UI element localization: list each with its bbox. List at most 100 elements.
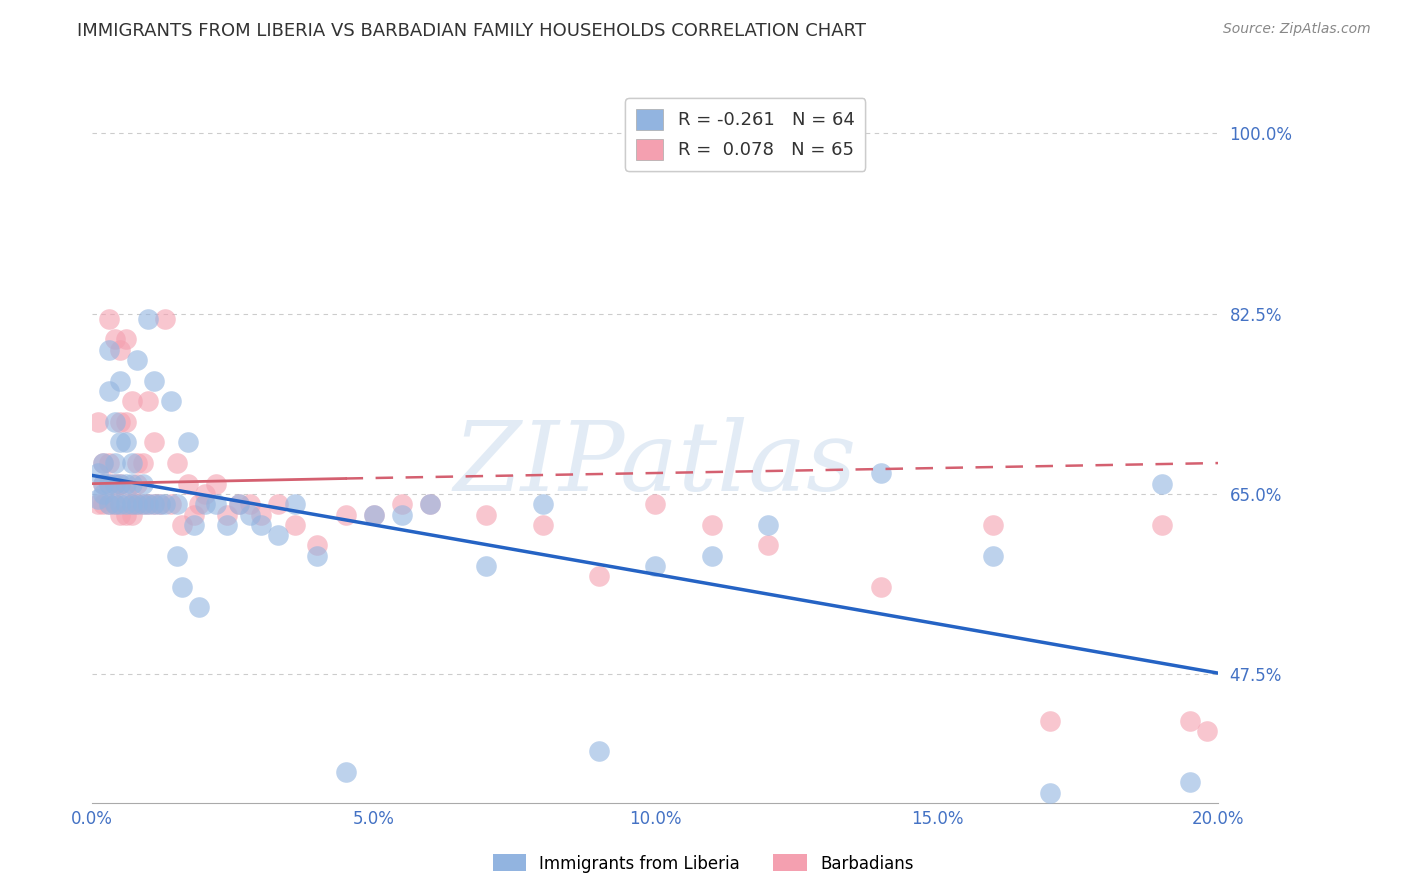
Point bbox=[205, 476, 228, 491]
Point bbox=[132, 497, 155, 511]
Point bbox=[172, 517, 194, 532]
Point bbox=[110, 476, 132, 491]
Point bbox=[98, 456, 121, 470]
Point bbox=[869, 467, 891, 481]
Point bbox=[149, 497, 172, 511]
Point bbox=[115, 435, 138, 450]
Point bbox=[127, 353, 149, 368]
Point bbox=[160, 497, 183, 511]
Point bbox=[177, 476, 200, 491]
Point bbox=[110, 415, 132, 429]
Point bbox=[104, 497, 127, 511]
Point bbox=[419, 497, 441, 511]
Point bbox=[177, 435, 200, 450]
Point bbox=[127, 497, 149, 511]
Point bbox=[138, 394, 160, 409]
Point bbox=[419, 497, 441, 511]
Point bbox=[217, 517, 239, 532]
Point bbox=[194, 487, 217, 501]
Point bbox=[98, 476, 121, 491]
Point bbox=[284, 497, 307, 511]
Point bbox=[1152, 476, 1174, 491]
Point bbox=[183, 517, 205, 532]
Point bbox=[228, 497, 250, 511]
Point bbox=[98, 476, 121, 491]
Point bbox=[87, 497, 110, 511]
Point bbox=[267, 528, 290, 542]
Point bbox=[981, 517, 1004, 532]
Point bbox=[121, 456, 143, 470]
Point bbox=[93, 476, 115, 491]
Point bbox=[307, 549, 329, 563]
Point bbox=[307, 539, 329, 553]
Point bbox=[104, 497, 127, 511]
Point bbox=[143, 497, 166, 511]
Point bbox=[98, 311, 121, 326]
Point bbox=[475, 559, 498, 574]
Point bbox=[756, 539, 779, 553]
Point bbox=[127, 456, 149, 470]
Point bbox=[228, 497, 250, 511]
Point bbox=[121, 508, 143, 522]
Point bbox=[267, 497, 290, 511]
Point bbox=[132, 497, 155, 511]
Point bbox=[155, 497, 177, 511]
Point bbox=[756, 517, 779, 532]
Point bbox=[138, 497, 160, 511]
Point bbox=[87, 415, 110, 429]
Point bbox=[104, 456, 127, 470]
Point bbox=[644, 497, 666, 511]
Point bbox=[110, 476, 132, 491]
Point bbox=[93, 497, 115, 511]
Point bbox=[160, 394, 183, 409]
Point bbox=[87, 467, 110, 481]
Point bbox=[143, 497, 166, 511]
Point bbox=[121, 394, 143, 409]
Point bbox=[239, 508, 262, 522]
Point bbox=[166, 549, 188, 563]
Point bbox=[104, 476, 127, 491]
Point bbox=[588, 569, 610, 583]
Point bbox=[143, 435, 166, 450]
Text: Source: ZipAtlas.com: Source: ZipAtlas.com bbox=[1223, 22, 1371, 37]
Legend: R = -0.261   N = 64, R =  0.078   N = 65: R = -0.261 N = 64, R = 0.078 N = 65 bbox=[626, 98, 866, 170]
Point bbox=[391, 508, 413, 522]
Point bbox=[531, 497, 554, 511]
Point bbox=[155, 311, 177, 326]
Point bbox=[138, 311, 160, 326]
Point bbox=[104, 333, 127, 347]
Point bbox=[335, 765, 357, 780]
Point bbox=[363, 508, 385, 522]
Point bbox=[188, 497, 211, 511]
Point bbox=[166, 456, 188, 470]
Point bbox=[700, 517, 723, 532]
Point bbox=[981, 549, 1004, 563]
Point bbox=[121, 497, 143, 511]
Point bbox=[138, 497, 160, 511]
Point bbox=[1152, 517, 1174, 532]
Point bbox=[98, 384, 121, 398]
Point bbox=[183, 508, 205, 522]
Point bbox=[1038, 786, 1060, 800]
Point bbox=[143, 374, 166, 388]
Point bbox=[284, 517, 307, 532]
Legend: Immigrants from Liberia, Barbadians: Immigrants from Liberia, Barbadians bbox=[486, 847, 920, 880]
Point bbox=[104, 415, 127, 429]
Point bbox=[87, 492, 110, 507]
Point bbox=[250, 508, 273, 522]
Point bbox=[110, 374, 132, 388]
Point bbox=[115, 508, 138, 522]
Point bbox=[250, 517, 273, 532]
Point bbox=[172, 580, 194, 594]
Point bbox=[239, 497, 262, 511]
Point bbox=[110, 435, 132, 450]
Point bbox=[121, 476, 143, 491]
Point bbox=[166, 497, 188, 511]
Point bbox=[98, 497, 121, 511]
Text: IMMIGRANTS FROM LIBERIA VS BARBADIAN FAMILY HOUSEHOLDS CORRELATION CHART: IMMIGRANTS FROM LIBERIA VS BARBADIAN FAM… bbox=[77, 22, 866, 40]
Point bbox=[531, 517, 554, 532]
Point bbox=[93, 456, 115, 470]
Point bbox=[115, 415, 138, 429]
Point bbox=[127, 497, 149, 511]
Point bbox=[93, 487, 115, 501]
